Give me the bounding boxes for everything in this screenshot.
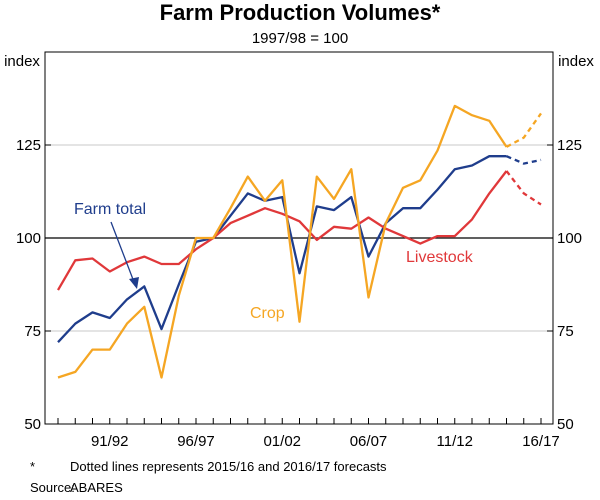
label-farm-total: Farm total	[74, 201, 146, 218]
series-forecast-livestock	[505, 170, 542, 206]
x-tick-label-11-12: 11/12	[437, 433, 473, 450]
axis-ticks	[45, 144, 553, 425]
x-tick-label-91-92: 91/92	[91, 433, 129, 450]
y-tick-label-left-125: 125	[16, 137, 41, 154]
series-forecast-crop	[505, 112, 542, 148]
footnote-marker: *	[30, 459, 36, 474]
y-tick-label-left-100: 100	[16, 230, 41, 247]
series-line-livestock	[57, 170, 508, 291]
gridlines	[45, 144, 553, 332]
x-tick-label-16-17: 16/17	[522, 433, 560, 450]
series-lines	[57, 104, 542, 379]
series-line-farm-total	[57, 155, 507, 343]
label-livestock: Livestock	[406, 249, 474, 266]
y-tick-label-right-50: 50	[557, 416, 574, 433]
y-tick-label-left-75: 75	[24, 323, 41, 340]
source-text: ABARES	[70, 480, 123, 495]
label-crop: Crop	[250, 305, 285, 322]
tick-labels: 50 50 75 75 100 100 125 125 91/92 96/97 01/02 06/07…	[16, 137, 582, 450]
y-tick-label-right-75: 75	[557, 323, 574, 340]
y-tick-label-right-100: 100	[557, 230, 582, 247]
footnote-text: Dotted lines represents 2015/16 and 2016…	[70, 459, 387, 474]
series-line-crop	[57, 104, 508, 379]
x-tick-label-96-97: 96/97	[177, 433, 215, 450]
x-tick-label-01-02: 01/02	[263, 433, 301, 450]
y-axis-label-left: index	[4, 53, 40, 70]
y-axis-label-right: index	[558, 53, 594, 70]
plot-frame	[44, 51, 554, 425]
farm-total-arrow-head	[129, 277, 139, 289]
x-tick-label-06-07: 06/07	[350, 433, 388, 450]
y-tick-label-left-50: 50	[24, 416, 41, 433]
farm-total-arrow-line	[110, 221, 135, 283]
chart-title: Farm Production Volumes*	[160, 0, 441, 25]
series-forecast-farm-total	[506, 155, 542, 165]
chart-subtitle: 1997/98 = 100	[252, 30, 348, 47]
source-label: Source:	[30, 480, 75, 495]
y-tick-label-right-125: 125	[557, 137, 582, 154]
source-note: Source:ABARES	[30, 480, 123, 495]
footnote: * Dotted lines represents 2015/16 and 201…	[30, 459, 387, 474]
